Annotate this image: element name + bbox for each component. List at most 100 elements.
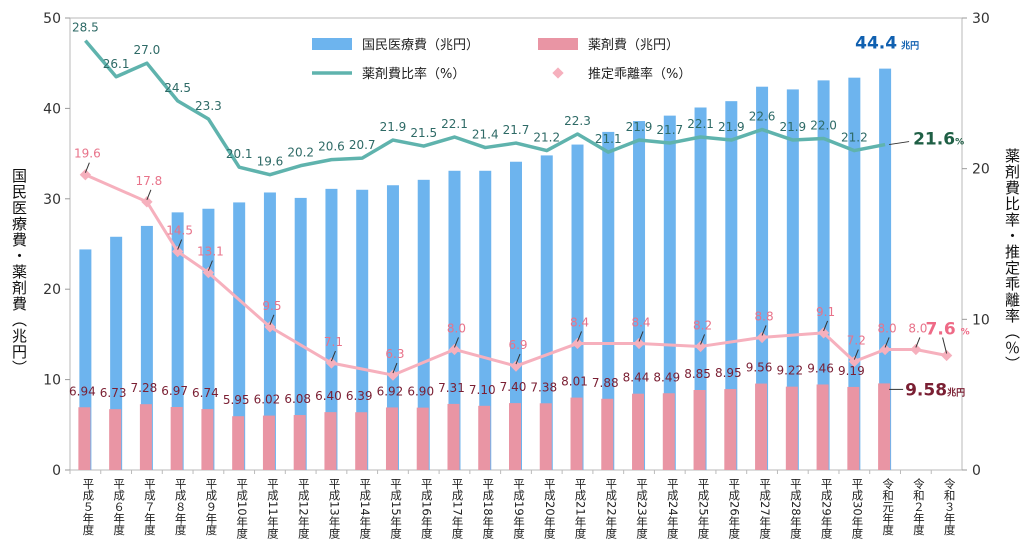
drug-cost-label: 7.31 (438, 381, 465, 395)
x-tick-label: 平成10年度 (235, 478, 249, 539)
gap-rate-point (633, 337, 645, 350)
drug-cost-label: 6.40 (315, 389, 342, 403)
drug-cost-bar (447, 403, 460, 470)
drug-cost-label: 8.01 (561, 375, 588, 389)
drug-cost-bar (847, 386, 860, 470)
gap-rate-point (848, 355, 861, 368)
x-tick-label: 平成８年度 (174, 478, 188, 536)
gap-rate-leader (177, 239, 183, 250)
drug-cost-label: 8.85 (684, 367, 711, 381)
drug-cost-bar (755, 383, 768, 470)
x-tick-label: 平成30年度 (850, 478, 864, 539)
drug-ratio-label: 20.1 (226, 147, 253, 161)
x-tick-label: 平成18年度 (481, 478, 495, 539)
drug-cost-bar (632, 393, 645, 470)
drug-ratio-label: 21.9 (718, 120, 745, 134)
ratio-highlight-leader (889, 141, 910, 146)
gap-rate-point (325, 357, 338, 369)
gap-rate-label: 13.1 (197, 245, 224, 259)
drug-ratio-label: 27.0 (134, 43, 161, 57)
drug-ratio-label: 22.6 (749, 109, 776, 123)
gap-rate-leader (84, 162, 90, 173)
drug-cost-label: 7.38 (530, 380, 557, 394)
gap-rate-point (510, 360, 522, 372)
y-left-tick-label: 30 (43, 192, 61, 208)
gap-rate-leader (392, 362, 398, 374)
y-right-tick-label: 20 (972, 162, 990, 178)
gap-rate-leader (454, 337, 459, 348)
medical-cost-bar (356, 189, 369, 470)
drug-ratio-label: 19.6 (257, 155, 284, 169)
legend-drug-swatch (538, 38, 578, 50)
drug-cost-label: 9.19 (838, 364, 865, 378)
drug-cost-label: 9.56 (746, 361, 773, 375)
drug-cost-label: 6.39 (346, 389, 373, 403)
drug-cost-bar (539, 403, 552, 470)
medical-cost-bar (510, 161, 522, 470)
drug-cost-bar (139, 404, 152, 470)
drug-cost-bar (785, 386, 798, 470)
x-tick-label: 平成16年度 (420, 478, 434, 539)
drug-ratio-line (84, 39, 886, 177)
gap-rate-label: 8.0 (878, 321, 897, 335)
drug-cost-bar (385, 407, 398, 470)
gap-rate-label: 7.2 (847, 334, 866, 348)
drug-cost-label: 6.02 (254, 393, 281, 407)
gap-rate-leader (823, 320, 829, 332)
x-tick-label: 平成12年度 (297, 478, 311, 539)
gap-rate-leader (853, 349, 859, 360)
ratio-highlight-unit: % (955, 138, 964, 148)
gap-rate-label: 8.4 (570, 315, 589, 329)
x-tick-label: 平成29年度 (820, 478, 834, 539)
drug-cost-label: 6.92 (377, 384, 404, 398)
gap-rate-leader (577, 331, 582, 342)
medical-cost-bar (325, 188, 338, 470)
x-tick-label: 令和元年度 (881, 477, 895, 536)
medical-highlight-value: 44.4 (855, 34, 897, 54)
medical-cost-bar (448, 170, 461, 470)
drug-highlight-value: 9.58 (905, 380, 947, 400)
gap-rate-label: 8.8 (755, 309, 774, 323)
drug-cost-label: 7.40 (500, 380, 527, 394)
gap-highlight-unit: % (961, 327, 970, 337)
medical-cost-bar (848, 77, 861, 470)
legend-gap-swatch (552, 67, 564, 79)
y-left-tick-label: 40 (43, 101, 61, 117)
x-tick-label: 平成25年度 (697, 478, 711, 539)
x-tick-label: 平成27年度 (758, 478, 772, 539)
drug-cost-label: 6.97 (161, 384, 188, 398)
drug-ratio-label: 21.5 (410, 126, 437, 140)
gap-rate-leader (207, 260, 213, 271)
drug-cost-label: 8.95 (715, 366, 742, 380)
gap-rate-label: 9.1 (816, 305, 835, 319)
medical-cost-bar (786, 89, 799, 470)
medical-cost-bar (879, 68, 892, 471)
gap-rate-leader (761, 325, 767, 336)
gap-rate-point (448, 343, 461, 356)
drug-ratio-label: 24.5 (164, 81, 191, 95)
gap-rate-label: 8.0 (908, 321, 927, 335)
drug-cost-bar (416, 407, 429, 470)
gap-rate-point (756, 331, 768, 344)
medical-cost-bar (571, 144, 584, 470)
drug-cost-label: 7.10 (469, 383, 496, 397)
medical-cost-bar (756, 86, 769, 470)
y-right-tick-label: 0 (972, 463, 981, 479)
drug-cost-label: 7.28 (131, 381, 158, 395)
drug-cost-bar (601, 398, 614, 470)
drug-ratio-label: 22.0 (810, 119, 837, 133)
y-right-axis-title: 薬剤費比率・推定乖離率（％） (1003, 148, 1021, 372)
gap-rate-label: 8.0 (447, 321, 466, 335)
gap-rate-label: 8.2 (693, 318, 712, 332)
medical-cost-bar (817, 80, 830, 470)
gap-rate-point (817, 327, 830, 339)
x-tick-label: 平成19年度 (512, 478, 526, 539)
drug-ratio-label: 22.1 (441, 117, 468, 131)
drug-cost-label: 8.44 (623, 371, 650, 385)
x-tick-label: 平成14年度 (358, 478, 372, 539)
x-tick-label: 平成23年度 (635, 478, 649, 539)
drug-highlight-unit: 兆円 (947, 386, 965, 398)
gap-rate-label: 9.5 (262, 299, 281, 313)
gap-rate-label: 19.6 (74, 147, 101, 161)
